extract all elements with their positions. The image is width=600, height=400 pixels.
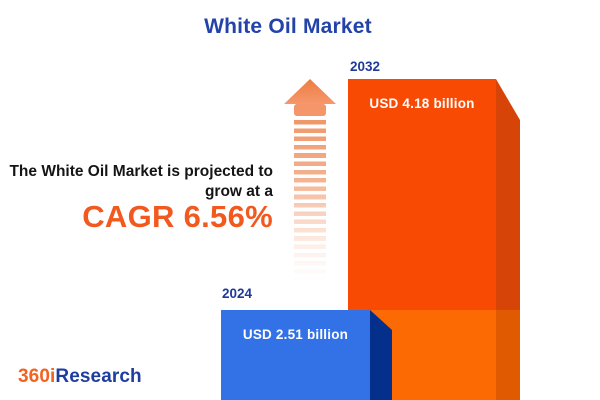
page-title: White Oil Market xyxy=(204,15,372,38)
cagr-value: CAGR 6.56% xyxy=(82,199,273,234)
bar-2024-side xyxy=(370,310,392,400)
bar-2032-front-growth-segment xyxy=(348,79,496,310)
bar-2032-year-label: 2032 xyxy=(350,59,381,74)
bar-2032-side-base-segment xyxy=(496,310,520,400)
brand-logo-suffix: Research xyxy=(55,366,142,387)
up-arrow-stem-icon xyxy=(294,104,326,116)
projection-line-2: grow at a xyxy=(204,183,273,200)
bar-2024-front xyxy=(221,310,370,400)
bar-2024-year-label: 2024 xyxy=(222,286,253,301)
bar-2032-side-growth-segment xyxy=(496,79,520,310)
up-arrow-stripes-icon xyxy=(294,120,326,282)
projection-statement: The White Oil Market is projected to gro… xyxy=(0,162,273,202)
brand-logo: 360iResearch xyxy=(18,366,142,388)
bar-2024-value-label: USD 2.51 billion xyxy=(242,327,349,342)
projection-line-1: The White Oil Market is projected to xyxy=(9,163,273,180)
brand-logo-prefix: 360i xyxy=(18,366,56,387)
up-arrow-head-icon xyxy=(284,79,336,104)
bar-2032-value-label: USD 4.18 billion xyxy=(369,96,475,111)
